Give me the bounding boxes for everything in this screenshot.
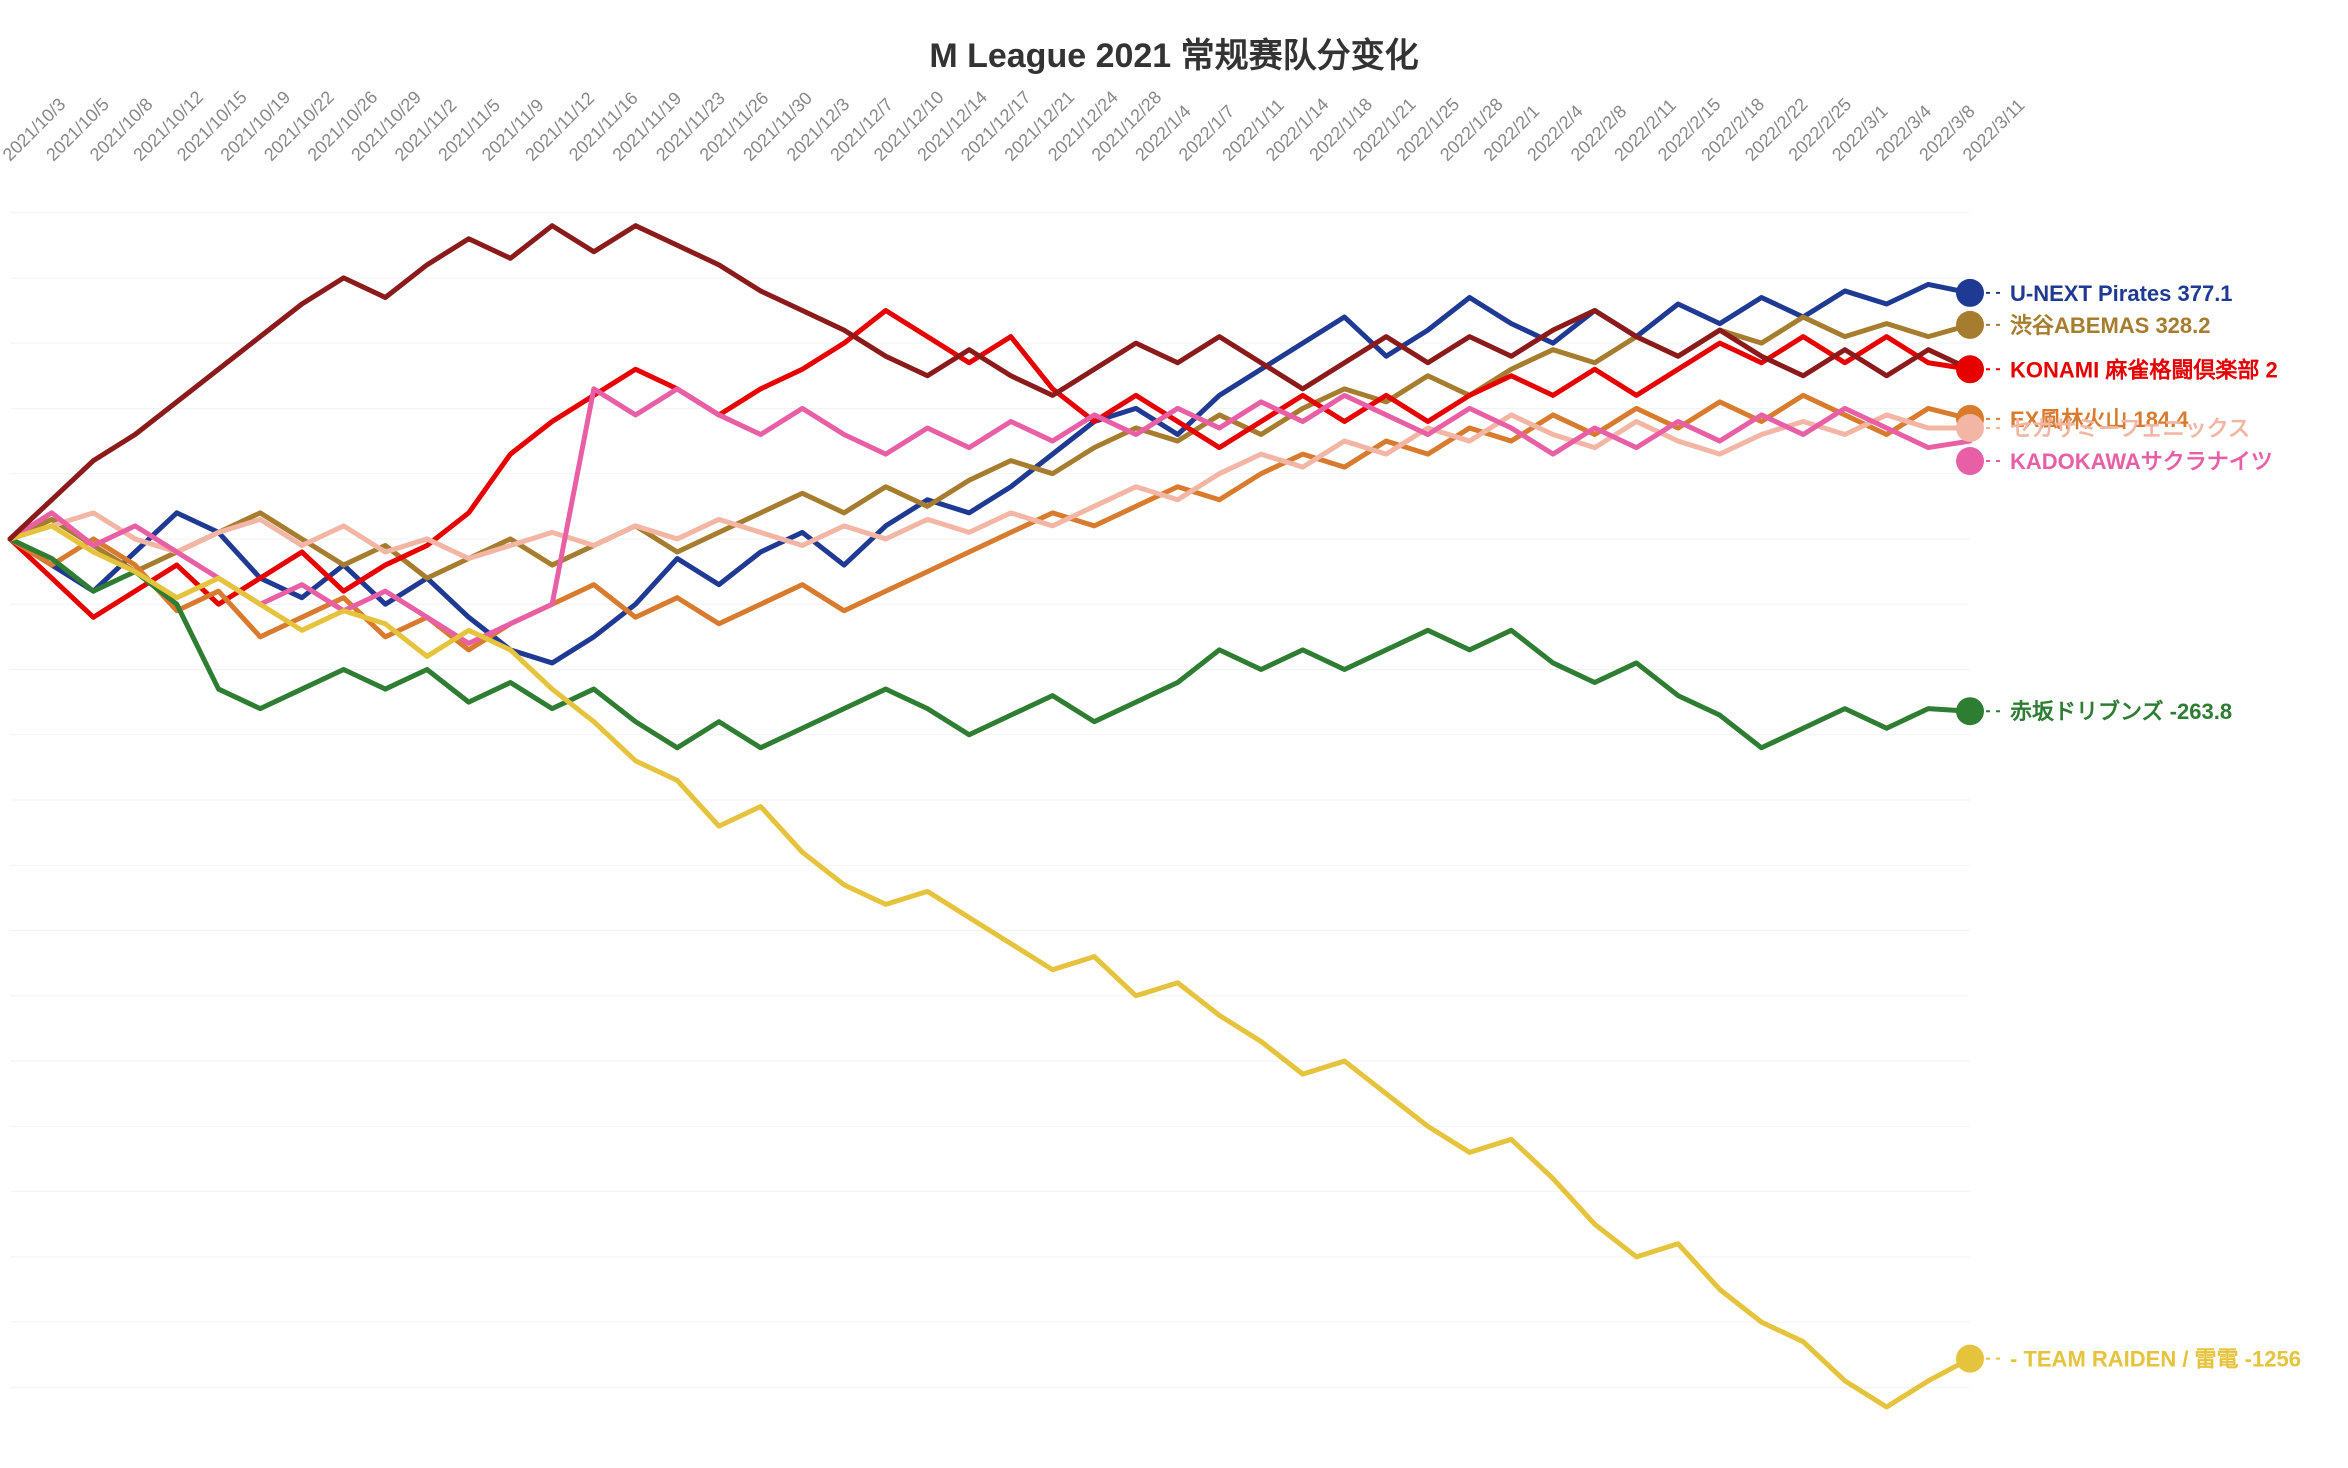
- series-end-marker: [1956, 279, 1984, 307]
- line-chart: 2021/10/32021/10/52021/10/82021/10/12202…: [0, 0, 2348, 1468]
- legend-label: セガサミーフェニックス: [2010, 416, 2250, 441]
- legend-label: KONAMI 麻雀格闘倶楽部 2: [2010, 357, 2278, 382]
- x-axis-label: 2022/3/11: [1959, 95, 2029, 165]
- series-line: [10, 526, 1970, 1407]
- legend-label: KADOKAWAサクラナイツ: [2010, 449, 2273, 474]
- series-end-marker: [1956, 414, 1984, 442]
- series-end-marker: [1956, 1345, 1984, 1373]
- series-end-marker: [1956, 311, 1984, 339]
- series-end-marker: [1956, 355, 1984, 383]
- legend-label: 赤坂ドリブンズ -263.8: [2010, 699, 2232, 724]
- series-end-marker: [1956, 697, 1984, 725]
- series-line: [10, 539, 1970, 748]
- legend-label: - TEAM RAIDEN / 雷電 -1256: [2010, 1347, 2301, 1372]
- legend-label: U-NEXT Pirates 377.1: [2010, 281, 2233, 306]
- series-end-marker: [1956, 447, 1984, 475]
- chart-container: M League 2021 常规赛队分变化 2021/10/32021/10/5…: [0, 0, 2348, 1468]
- series-line: [10, 226, 1970, 539]
- legend-label: 渋谷ABEMAS 328.2: [2010, 313, 2211, 338]
